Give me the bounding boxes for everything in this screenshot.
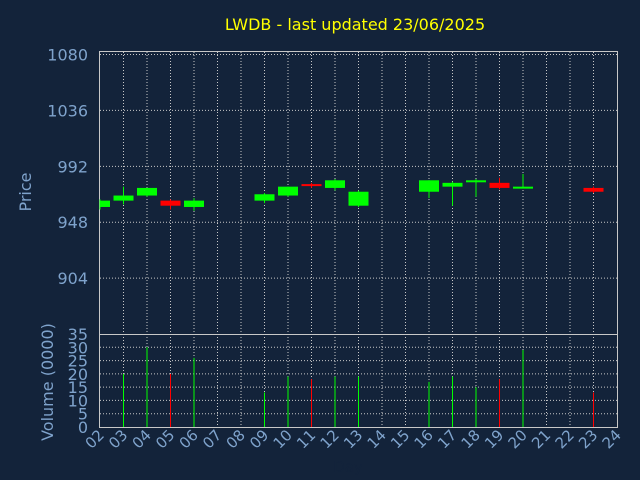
candle-body bbox=[160, 200, 181, 206]
x-tick-label: 04 bbox=[129, 426, 155, 452]
candle-body bbox=[137, 187, 157, 196]
x-tick-label: 17 bbox=[434, 426, 460, 452]
price-tick-label: 1080 bbox=[47, 46, 88, 65]
price-tick-label: 1036 bbox=[47, 101, 88, 120]
candle-body bbox=[466, 180, 486, 183]
candle-body bbox=[325, 180, 345, 188]
candle-body bbox=[489, 182, 510, 188]
x-tick-label: 13 bbox=[340, 426, 366, 452]
x-tick-label: 24 bbox=[599, 426, 625, 452]
price-axis-label: Price bbox=[16, 172, 35, 211]
x-tick-label: 05 bbox=[152, 426, 178, 452]
candle-body bbox=[513, 186, 533, 189]
candle-body bbox=[278, 186, 298, 196]
price-tick-label: 992 bbox=[57, 157, 88, 176]
volume-plot-frame bbox=[99, 334, 618, 428]
volume-tick-label: 20 bbox=[68, 365, 88, 384]
volume-bars bbox=[123, 347, 594, 427]
candle-body bbox=[113, 195, 134, 201]
x-tick-label: 08 bbox=[223, 426, 249, 452]
x-tick-label: 11 bbox=[293, 426, 319, 452]
candle-body bbox=[442, 182, 463, 187]
price-tick-label: 948 bbox=[57, 213, 88, 232]
x-tick-label: 22 bbox=[552, 426, 578, 452]
volume-tick-label: 35 bbox=[68, 325, 88, 344]
x-axis-label: Day bbox=[333, 458, 363, 476]
x-tick-label: 21 bbox=[528, 426, 554, 452]
x-tick-label: 23 bbox=[575, 426, 601, 452]
x-tick-label: 20 bbox=[505, 426, 531, 452]
x-tick-label: 18 bbox=[458, 426, 484, 452]
volume-tick-label: 25 bbox=[68, 352, 88, 371]
x-axis-ticks: 0203040506070809101112131415161718192021… bbox=[82, 426, 625, 452]
x-tick-label: 10 bbox=[270, 426, 296, 452]
x-tick-label: 15 bbox=[387, 426, 413, 452]
x-tick-label: 07 bbox=[199, 426, 225, 452]
candle-body bbox=[301, 184, 322, 187]
x-tick-label: 03 bbox=[105, 426, 131, 452]
candle-body bbox=[583, 187, 604, 192]
volume-tick-label: 30 bbox=[68, 338, 88, 357]
candlesticks bbox=[99, 173, 604, 211]
price-axis-ticks: 1080 1036 992 948 904 bbox=[47, 46, 88, 289]
x-tick-label: 06 bbox=[176, 426, 202, 452]
chart-title: LWDB - last updated 23/06/2025 bbox=[225, 15, 485, 34]
candle-body bbox=[419, 180, 439, 192]
x-tick-label: 14 bbox=[364, 426, 390, 452]
x-tick-label: 12 bbox=[317, 426, 343, 452]
candle-body bbox=[254, 194, 275, 201]
candle-body bbox=[348, 191, 369, 206]
volume-axis-label: Volume (0000) bbox=[38, 323, 57, 441]
volume-tick-label: 15 bbox=[68, 378, 88, 397]
x-tick-label: 19 bbox=[481, 426, 507, 452]
candle-body bbox=[100, 200, 110, 207]
volume-tick-label: 5 bbox=[78, 405, 88, 424]
x-tick-label: 16 bbox=[411, 426, 437, 452]
volume-tick-label: 0 bbox=[78, 418, 88, 437]
volume-tick-label: 10 bbox=[68, 391, 88, 410]
candle-body bbox=[184, 200, 204, 207]
price-tick-label: 904 bbox=[57, 269, 88, 288]
x-tick-label: 09 bbox=[246, 426, 272, 452]
